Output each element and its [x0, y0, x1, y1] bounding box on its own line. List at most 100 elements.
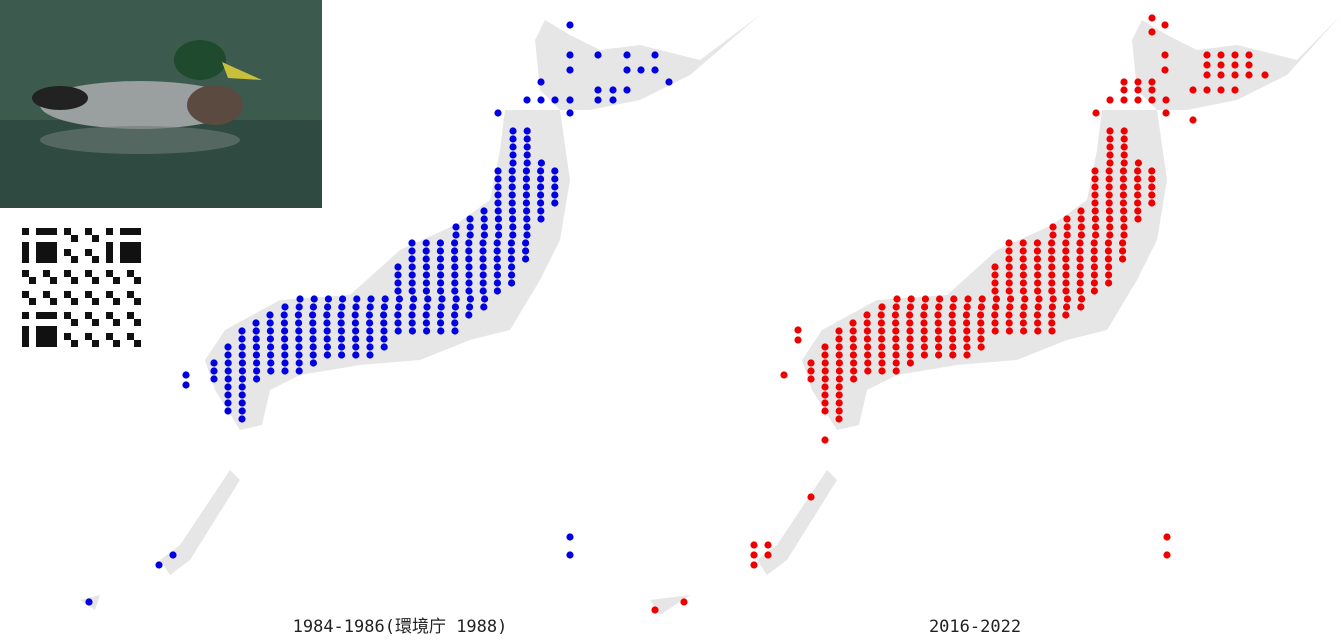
dot — [509, 215, 516, 222]
dot — [309, 319, 316, 326]
qr-module — [50, 256, 57, 263]
dot — [1006, 303, 1013, 310]
dot — [523, 191, 530, 198]
qr-module — [127, 249, 134, 256]
dot — [523, 215, 530, 222]
dot — [594, 51, 601, 58]
dot — [1120, 96, 1127, 103]
dot — [821, 436, 828, 443]
dot — [935, 351, 942, 358]
dot — [921, 327, 928, 334]
dot — [1105, 263, 1112, 270]
dot — [380, 335, 387, 342]
dot — [1092, 215, 1099, 222]
dot — [1064, 295, 1071, 302]
dot — [977, 335, 984, 342]
dot — [451, 271, 458, 278]
dot — [239, 383, 246, 390]
dot — [537, 207, 544, 214]
dot — [1064, 223, 1071, 230]
dot — [950, 295, 957, 302]
qr-module — [43, 326, 50, 333]
dot — [451, 255, 458, 262]
qr-module — [134, 298, 141, 305]
dot — [1062, 287, 1069, 294]
dot — [1091, 255, 1098, 262]
dot — [1034, 271, 1041, 278]
qr-module — [71, 277, 78, 284]
dot — [465, 271, 472, 278]
dot — [423, 247, 430, 254]
qr-module — [127, 256, 134, 263]
qr-module — [120, 256, 127, 263]
dot — [295, 327, 302, 334]
qr-module — [29, 298, 36, 305]
dot — [822, 359, 829, 366]
dot — [864, 351, 871, 358]
dot — [1163, 533, 1170, 540]
dot — [423, 327, 430, 334]
dot — [409, 319, 416, 326]
dot — [338, 303, 345, 310]
dot — [780, 371, 787, 378]
dot — [537, 175, 544, 182]
qr-module — [134, 319, 141, 326]
qr-module — [22, 340, 29, 347]
dot — [1120, 199, 1127, 206]
dot — [1063, 215, 1070, 222]
dot — [949, 319, 956, 326]
dot — [1106, 143, 1113, 150]
dot — [964, 303, 971, 310]
dot — [437, 327, 444, 334]
dot — [907, 303, 914, 310]
qr-module — [50, 228, 57, 235]
dot — [494, 199, 501, 206]
dot — [878, 367, 885, 374]
qr-module — [71, 235, 78, 242]
dot — [1091, 239, 1098, 246]
dot — [836, 375, 843, 382]
dot — [1148, 78, 1155, 85]
dot — [1121, 151, 1128, 158]
dot — [295, 351, 302, 358]
dot — [750, 541, 757, 548]
dot — [1048, 271, 1055, 278]
dot — [835, 415, 842, 422]
dot — [1049, 223, 1056, 230]
dot — [396, 295, 403, 302]
qr-module — [106, 270, 113, 277]
dot — [906, 319, 913, 326]
dot — [551, 96, 558, 103]
dot — [409, 327, 416, 334]
dot — [253, 343, 260, 350]
dot — [1077, 279, 1084, 286]
dot — [252, 319, 259, 326]
dot — [850, 351, 857, 358]
dot — [1092, 231, 1099, 238]
dot — [1148, 167, 1155, 174]
dot — [1020, 327, 1027, 334]
dot — [480, 207, 487, 214]
dot — [1134, 167, 1141, 174]
qr-module — [134, 228, 141, 235]
dot — [524, 127, 531, 134]
dot — [437, 271, 444, 278]
dot — [1134, 207, 1141, 214]
dot — [495, 231, 502, 238]
dot — [906, 311, 913, 318]
qr-module — [36, 249, 43, 256]
dot — [225, 359, 232, 366]
dot — [238, 415, 245, 422]
qr-module — [106, 242, 113, 249]
dot — [1020, 311, 1027, 318]
dot — [523, 96, 530, 103]
dot — [764, 541, 771, 548]
dot — [239, 367, 246, 374]
dot — [281, 335, 288, 342]
qr-module — [50, 242, 57, 249]
dot — [1020, 271, 1027, 278]
dot — [609, 96, 616, 103]
dot — [1106, 223, 1113, 230]
dot — [494, 167, 501, 174]
qr-module — [71, 298, 78, 305]
